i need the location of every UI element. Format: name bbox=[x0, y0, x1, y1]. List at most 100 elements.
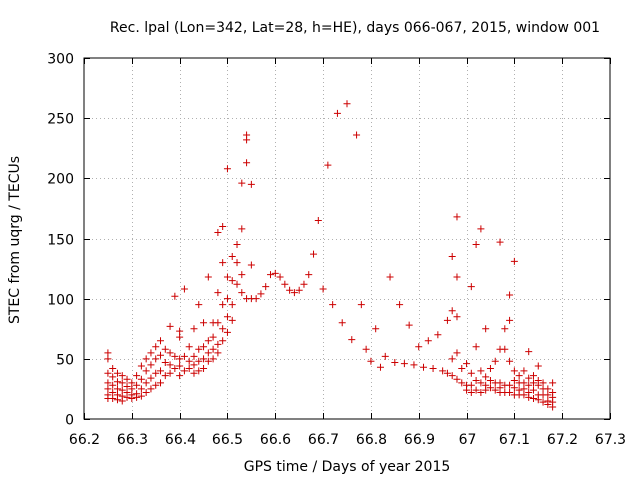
data-point bbox=[434, 331, 442, 339]
data-point bbox=[171, 352, 179, 360]
data-point bbox=[209, 333, 217, 341]
data-point bbox=[271, 269, 279, 277]
y-tick-label: 150 bbox=[47, 233, 74, 249]
data-point bbox=[372, 325, 380, 333]
data-point bbox=[300, 280, 308, 288]
data-point bbox=[123, 375, 131, 383]
data-point bbox=[113, 378, 121, 386]
data-point bbox=[166, 349, 174, 357]
data-point bbox=[228, 277, 236, 285]
data-point bbox=[228, 301, 236, 309]
data-point bbox=[118, 386, 126, 394]
data-point bbox=[238, 271, 246, 279]
data-point bbox=[104, 379, 112, 387]
data-point bbox=[520, 385, 528, 393]
data-point bbox=[482, 325, 490, 333]
data-point bbox=[142, 389, 150, 397]
data-point bbox=[529, 386, 537, 394]
data-point bbox=[386, 273, 394, 281]
data-point bbox=[529, 379, 537, 387]
data-point bbox=[190, 325, 198, 333]
data-point bbox=[501, 325, 509, 333]
data-point bbox=[204, 273, 212, 281]
data-point bbox=[544, 391, 552, 399]
data-point bbox=[463, 360, 471, 368]
data-point bbox=[376, 363, 384, 371]
data-point bbox=[137, 362, 145, 370]
plot-frame bbox=[83, 57, 611, 420]
data-point bbox=[104, 355, 112, 363]
data-point bbox=[195, 301, 203, 309]
y-tick-labels: 0 50 100 150 200 250 300 bbox=[47, 52, 74, 429]
data-point bbox=[113, 369, 121, 377]
data-point bbox=[463, 386, 471, 394]
data-point bbox=[118, 379, 126, 387]
data-point bbox=[180, 352, 188, 360]
data-point bbox=[333, 109, 341, 117]
data-point bbox=[133, 393, 141, 401]
data-point bbox=[223, 328, 231, 336]
data-point bbox=[214, 319, 222, 327]
x-tick-label: 66.7 bbox=[308, 432, 339, 448]
data-point bbox=[109, 395, 117, 403]
data-point bbox=[223, 313, 231, 321]
data-point bbox=[477, 389, 485, 397]
data-point bbox=[233, 241, 241, 249]
x-tick-label: 67 bbox=[459, 432, 477, 448]
data-point bbox=[415, 343, 423, 351]
data-point bbox=[357, 301, 365, 309]
data-point bbox=[400, 360, 408, 368]
data-point bbox=[544, 385, 552, 393]
data-point bbox=[223, 295, 231, 303]
data-point bbox=[252, 295, 260, 303]
data-point bbox=[448, 253, 456, 261]
data-point bbox=[549, 403, 557, 411]
data-point bbox=[219, 259, 227, 267]
data-point bbox=[223, 273, 231, 281]
data-point bbox=[343, 100, 351, 108]
data-point bbox=[472, 241, 480, 249]
data-point bbox=[166, 369, 174, 377]
plot-points bbox=[104, 100, 557, 411]
data-point bbox=[266, 271, 274, 279]
data-point bbox=[180, 367, 188, 375]
data-point bbox=[496, 238, 504, 246]
data-point bbox=[467, 369, 475, 377]
data-point bbox=[123, 393, 131, 401]
data-point bbox=[238, 179, 246, 187]
y-tick-label: 0 bbox=[65, 413, 74, 429]
data-point bbox=[448, 307, 456, 315]
data-point bbox=[142, 367, 150, 375]
data-point bbox=[200, 364, 208, 372]
data-point bbox=[176, 362, 184, 370]
data-point bbox=[219, 222, 227, 230]
x-tick-label: 66.4 bbox=[165, 432, 196, 448]
data-point bbox=[467, 283, 475, 291]
data-point bbox=[243, 159, 251, 167]
data-point bbox=[142, 379, 150, 387]
data-point bbox=[123, 383, 131, 391]
data-point bbox=[539, 398, 547, 406]
y-tick-label: 300 bbox=[47, 52, 74, 68]
data-point bbox=[286, 286, 294, 294]
data-point bbox=[520, 367, 528, 375]
data-point bbox=[486, 364, 494, 372]
data-point bbox=[157, 351, 165, 359]
data-point bbox=[161, 372, 169, 380]
data-point bbox=[520, 379, 528, 387]
data-point bbox=[396, 301, 404, 309]
data-point bbox=[534, 396, 542, 404]
data-point bbox=[467, 381, 475, 389]
data-point bbox=[443, 369, 451, 377]
data-point bbox=[281, 280, 289, 288]
data-point bbox=[410, 361, 418, 369]
data-point bbox=[147, 374, 155, 382]
x-tick-label: 66.5 bbox=[212, 432, 243, 448]
data-point bbox=[238, 289, 246, 297]
data-point bbox=[166, 361, 174, 369]
data-point bbox=[290, 289, 298, 297]
data-point bbox=[233, 280, 241, 288]
data-point bbox=[195, 345, 203, 353]
data-point bbox=[176, 333, 184, 341]
